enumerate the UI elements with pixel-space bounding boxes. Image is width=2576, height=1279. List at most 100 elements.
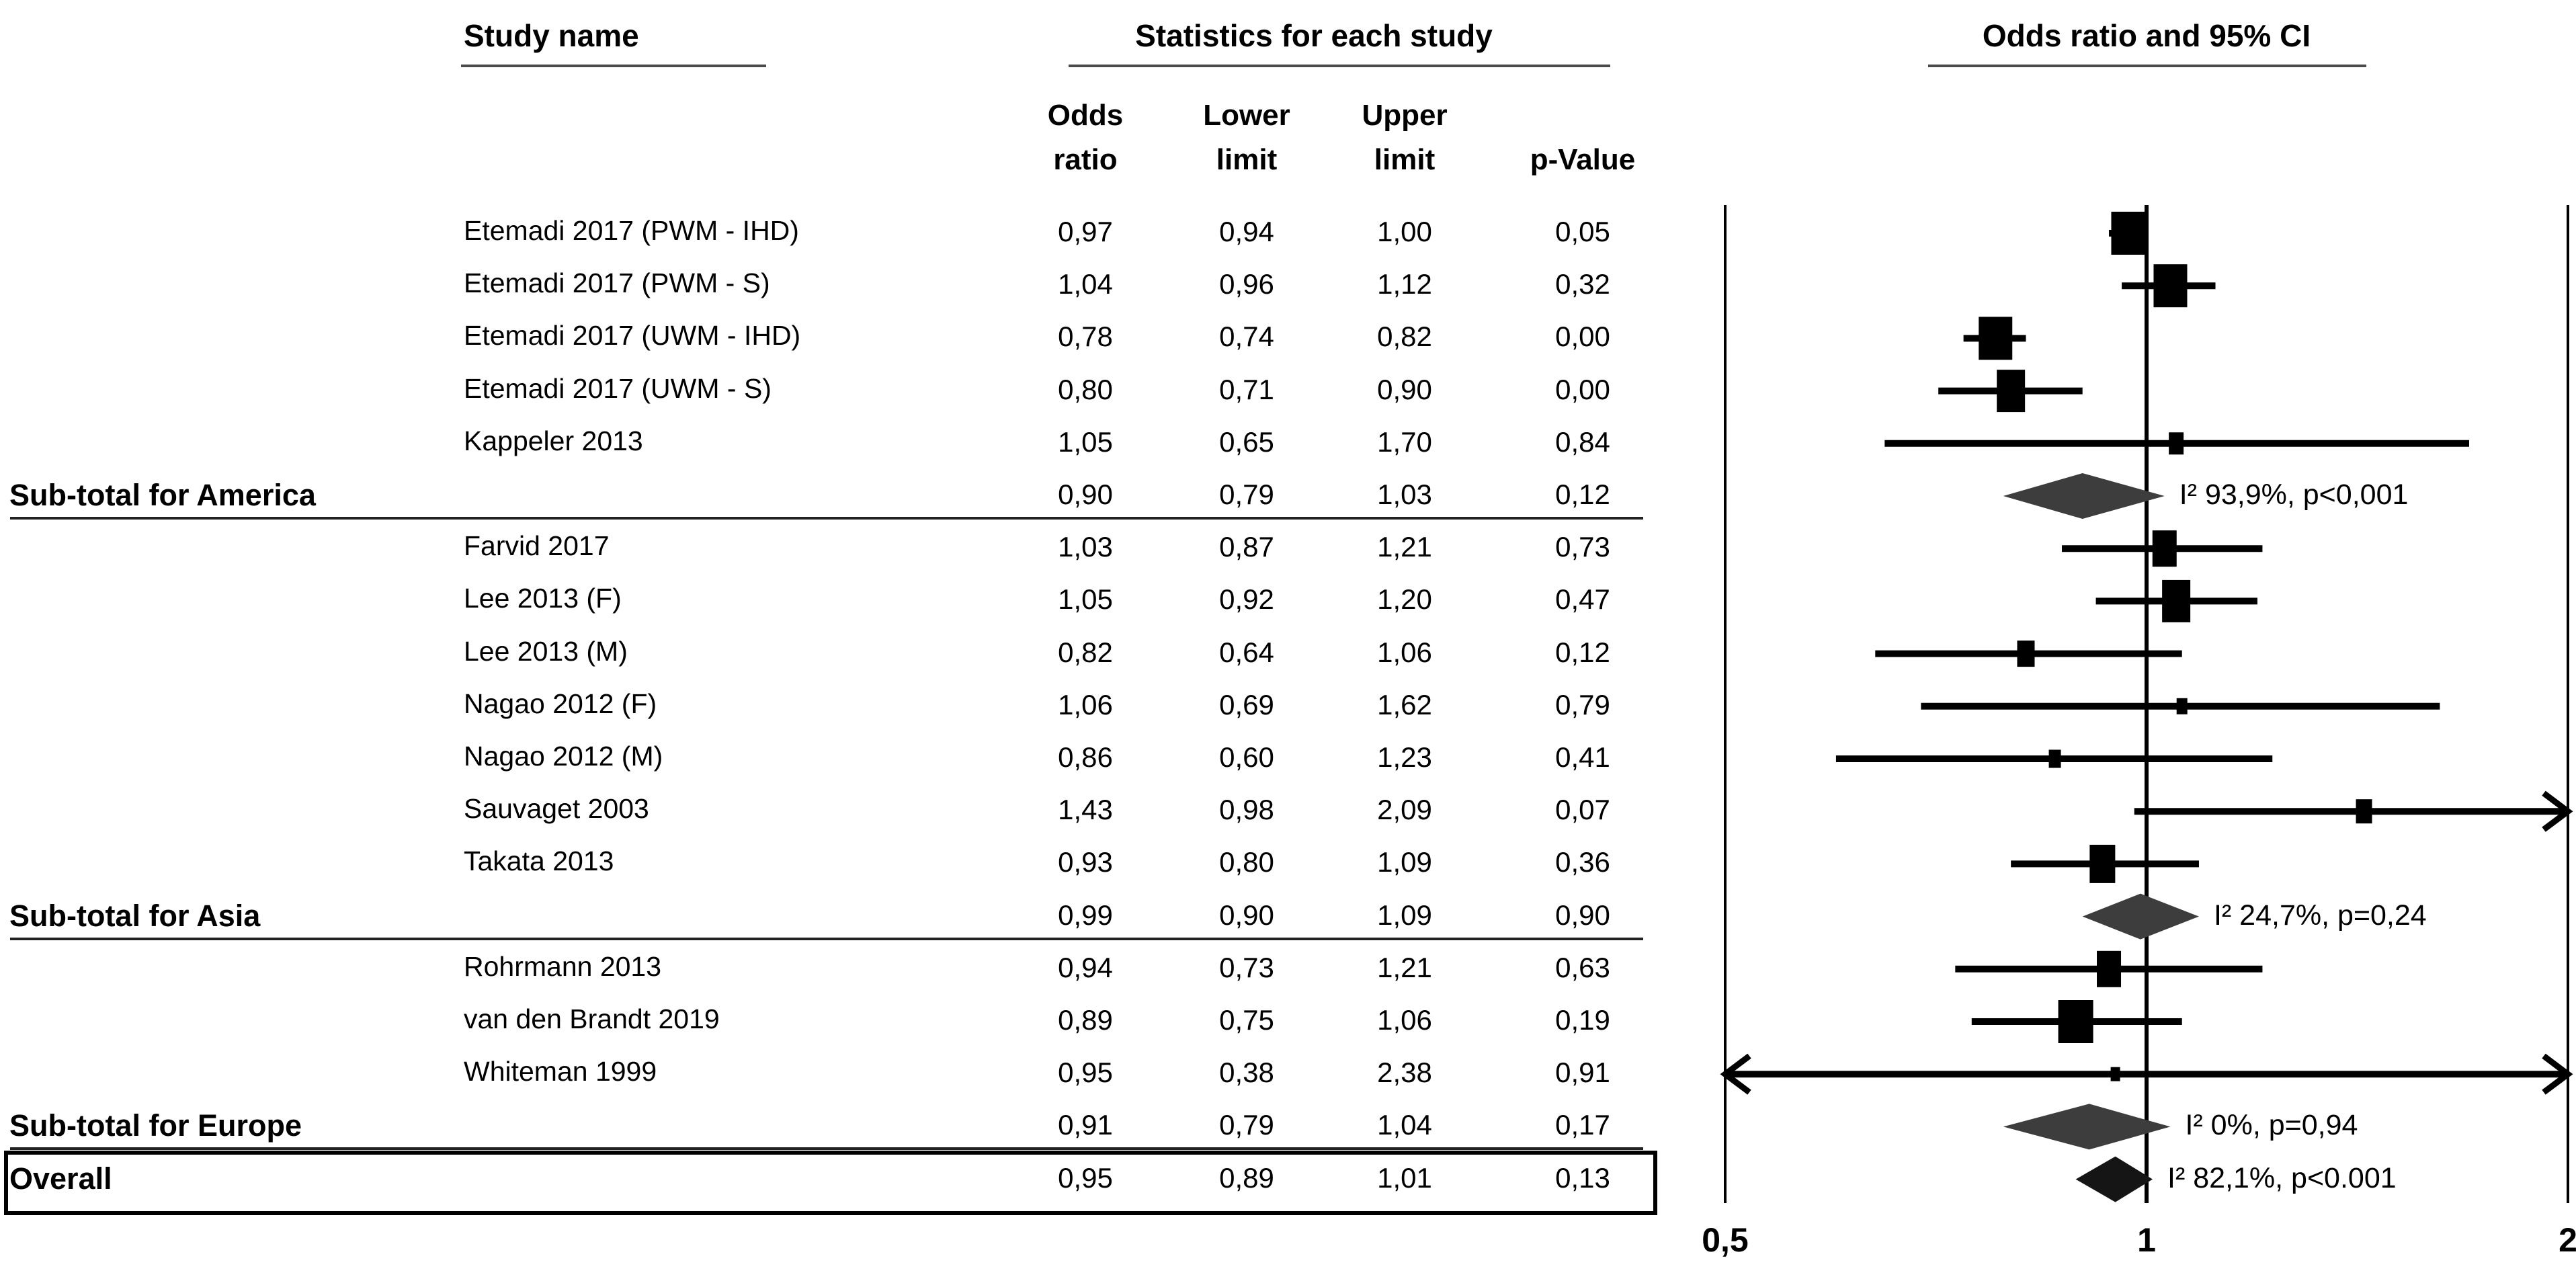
upper-limit-col-header-line2: limit	[1374, 143, 1436, 176]
p-value: 0,41	[1555, 741, 1610, 773]
x-axis-tick-2: 2	[2559, 1221, 2576, 1259]
subtotal-underline	[10, 517, 1643, 520]
or-value: 0,99	[1058, 899, 1113, 931]
p-value: 0,32	[1555, 268, 1610, 300]
lower-value: 0,92	[1219, 583, 1274, 616]
upper-value: 0,90	[1377, 373, 1432, 405]
x-axis-tick-1: 1	[2137, 1221, 2156, 1259]
p-value: 0,17	[1555, 1109, 1610, 1141]
or-value: 1,06	[1058, 688, 1113, 720]
plot-header-underline	[1928, 65, 2366, 67]
upper-value: 1,00	[1377, 216, 1432, 247]
p-value: 0,13	[1555, 1161, 1610, 1194]
lower-value: 0,80	[1219, 846, 1274, 878]
pooled-diamond	[2003, 473, 2165, 519]
or-value: 1,05	[1058, 583, 1113, 616]
study-label: Takata 2013	[464, 845, 614, 877]
effect-square	[2097, 950, 2122, 987]
lower-value: 0,96	[1219, 268, 1274, 300]
subtotal-label: Sub-total for America	[9, 478, 316, 512]
p-value: 0,84	[1555, 425, 1610, 458]
p-value: 0,00	[1555, 321, 1610, 353]
lower-limit-col-header-line1: Lower	[1203, 99, 1290, 132]
lower-value: 0,74	[1219, 321, 1274, 353]
heterogeneity-label: I² 24,7%, p=0,24	[2213, 899, 2427, 932]
upper-value: 1,06	[1377, 636, 1432, 668]
subtotal-underline	[10, 1147, 1643, 1151]
upper-value: 1,20	[1377, 583, 1432, 616]
lower-value: 0,75	[1219, 1004, 1274, 1036]
subtotal-label: Sub-total for Europe	[9, 1108, 302, 1143]
lower-value: 0,71	[1219, 373, 1274, 405]
effect-square	[2153, 264, 2188, 308]
upper-value: 1,09	[1377, 846, 1432, 878]
subtotal-label: Sub-total for Asia	[9, 898, 261, 933]
arrow-right-icon	[2542, 790, 2573, 832]
stats-header-underline	[1069, 65, 1610, 67]
effect-square	[1997, 370, 2026, 413]
upper-value: 1,06	[1377, 1004, 1432, 1036]
overall-label: Overall	[9, 1161, 112, 1196]
effect-square	[2169, 432, 2184, 455]
study-label: Sauvaget 2003	[464, 793, 649, 825]
lower-value: 0,87	[1219, 531, 1274, 563]
x-axis-tick-0_5: 0,5	[1702, 1221, 1749, 1259]
lower-value: 0,79	[1219, 479, 1274, 510]
lower-value: 0,89	[1219, 1161, 1274, 1194]
upper-value: 1,03	[1377, 479, 1432, 510]
study-label: Etemadi 2017 (UWM - IHD)	[464, 320, 801, 352]
subtotal-underline	[10, 937, 1643, 940]
or-value: 1,43	[1058, 794, 1113, 826]
or-value: 0,95	[1058, 1161, 1113, 1194]
or-value: 0,93	[1058, 846, 1113, 878]
heterogeneity-label: I² 93,9%, p<0,001	[2179, 479, 2409, 511]
overall-row-box	[4, 1151, 1657, 1215]
upper-value: 1,21	[1377, 531, 1432, 563]
upper-value: 1,70	[1377, 425, 1432, 458]
study-label: Etemadi 2017 (PWM - S)	[464, 267, 770, 299]
lower-value: 0,94	[1219, 216, 1274, 247]
p-value: 0,47	[1555, 583, 1610, 616]
study-label: Rohrmann 2013	[464, 950, 662, 982]
arrow-right-icon	[2542, 1053, 2573, 1095]
lower-value: 0,90	[1219, 899, 1274, 931]
p-value: 0,19	[1555, 1004, 1610, 1036]
study-label: Etemadi 2017 (UWM - S)	[464, 372, 772, 404]
effect-square	[2111, 212, 2145, 255]
p-value: 0,73	[1555, 531, 1610, 563]
study-label: Whiteman 1999	[464, 1056, 657, 1087]
effect-square	[2356, 799, 2372, 824]
effect-square	[2089, 844, 2116, 883]
effect-square	[2152, 530, 2177, 567]
effect-square	[2162, 579, 2191, 622]
lower-value: 0,65	[1219, 425, 1274, 458]
or-value: 1,03	[1058, 531, 1113, 563]
lower-value: 0,79	[1219, 1109, 1274, 1141]
upper-value: 1,62	[1377, 688, 1432, 720]
study-name-header: Study name	[464, 18, 639, 53]
lower-value: 0,73	[1219, 951, 1274, 983]
study-label: Etemadi 2017 (PWM - IHD)	[464, 215, 799, 246]
lower-value: 0,69	[1219, 688, 1274, 720]
study-label: Farvid 2017	[464, 530, 610, 562]
or-value: 0,86	[1058, 741, 1113, 773]
odds-ratio-col-header-line1: Odds	[1047, 99, 1124, 132]
upper-value: 1,21	[1377, 951, 1432, 983]
effect-square	[1979, 317, 2013, 360]
plot-header: Odds ratio and 95% CI	[1982, 18, 2311, 53]
stats-header: Statistics for each study	[1135, 18, 1493, 53]
or-value: 0,91	[1058, 1109, 1113, 1141]
odds-ratio-col-header-line2: ratio	[1053, 143, 1118, 176]
lower-limit-col-header-line2: limit	[1216, 143, 1278, 176]
p-value: 0,63	[1555, 951, 1610, 983]
study-label: Lee 2013 (F)	[464, 583, 622, 614]
p-value: 0,12	[1555, 636, 1610, 668]
upper-value: 1,04	[1377, 1109, 1432, 1141]
pooled-diamond	[2003, 1104, 2171, 1150]
upper-value: 2,38	[1377, 1057, 1432, 1089]
study-label: van den Brandt 2019	[464, 1003, 720, 1034]
pooled-diamond	[2075, 1156, 2153, 1202]
p-value: 0,91	[1555, 1057, 1610, 1089]
